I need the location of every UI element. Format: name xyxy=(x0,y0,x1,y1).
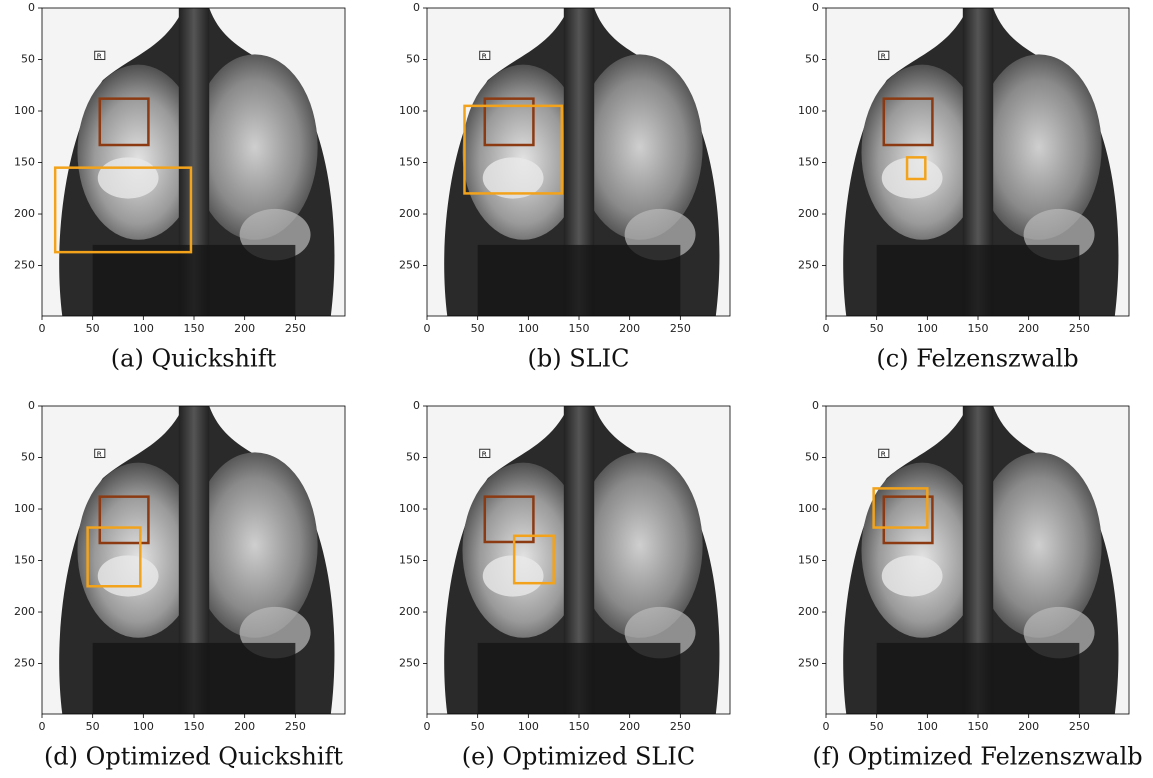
y-tick-label: 50 xyxy=(406,451,420,464)
y-tick-label: 100 xyxy=(399,104,420,117)
y-tick-label: 250 xyxy=(798,259,819,272)
x-tick-label: 50 xyxy=(86,322,100,335)
y-tick-label: 0 xyxy=(28,1,35,14)
y-tick-label: 100 xyxy=(399,502,420,515)
y-tick-label: 250 xyxy=(798,657,819,670)
x-tick-label: 250 xyxy=(285,720,306,733)
y-tick-label: 150 xyxy=(798,156,819,169)
y-tick-label: 100 xyxy=(798,502,819,515)
x-tick-label: 100 xyxy=(133,720,154,733)
y-tick-label: 0 xyxy=(413,399,420,412)
x-tick-label: 150 xyxy=(184,322,205,335)
y-tick-label: 250 xyxy=(399,657,420,670)
x-tick-label: 150 xyxy=(569,720,590,733)
panel: 0 50 100 150 200 250 0 50 100 150 200 250 (a) Quicks… xyxy=(14,1,345,373)
x-tick-label: 0 xyxy=(39,720,46,733)
x-tick-label: 50 xyxy=(86,720,100,733)
x-tick-label: 0 xyxy=(39,322,46,335)
panel: 0 50 100 150 200 250 0 50 100 150 200 250 (d) Optimi… xyxy=(14,399,345,771)
xray-image xyxy=(826,406,1129,714)
y-tick-label: 50 xyxy=(805,53,819,66)
x-tick-label: 200 xyxy=(234,322,255,335)
x-tick-label: 250 xyxy=(1069,322,1090,335)
x-tick-label: 100 xyxy=(518,720,539,733)
x-tick-label: 250 xyxy=(670,322,691,335)
x-tick-label: 0 xyxy=(424,322,431,335)
y-tick-label: 100 xyxy=(14,104,35,117)
x-tick-label: 250 xyxy=(1069,720,1090,733)
y-tick-label: 200 xyxy=(14,207,35,220)
x-tick-label: 0 xyxy=(823,322,830,335)
x-tick-label: 50 xyxy=(870,322,884,335)
x-tick-label: 50 xyxy=(471,720,485,733)
y-tick-label: 50 xyxy=(21,53,35,66)
x-tick-label: 250 xyxy=(285,322,306,335)
panel-caption: (c) Felzenszwalb xyxy=(876,345,1078,373)
y-tick-label: 0 xyxy=(812,1,819,14)
y-tick-label: 200 xyxy=(14,605,35,618)
xray-image xyxy=(427,406,730,714)
y-tick-label: 150 xyxy=(399,554,420,567)
x-tick-label: 150 xyxy=(968,322,989,335)
x-tick-label: 50 xyxy=(870,720,884,733)
y-tick-label: 150 xyxy=(14,156,35,169)
y-tick-label: 200 xyxy=(798,207,819,220)
xray-image xyxy=(427,8,730,316)
y-tick-label: 150 xyxy=(798,554,819,567)
panel: 0 50 100 150 200 250 0 50 100 150 200 250 (e) Optimi… xyxy=(399,399,730,771)
panel: 0 50 100 150 200 250 0 50 100 150 200 250 (b) SLIC xyxy=(399,1,730,373)
x-tick-label: 200 xyxy=(619,720,640,733)
y-tick-label: 200 xyxy=(798,605,819,618)
y-tick-label: 100 xyxy=(14,502,35,515)
x-tick-label: 100 xyxy=(133,322,154,335)
xray-image xyxy=(826,8,1129,316)
y-tick-label: 200 xyxy=(399,207,420,220)
x-tick-label: 150 xyxy=(968,720,989,733)
y-tick-label: 0 xyxy=(28,399,35,412)
x-tick-label: 0 xyxy=(424,720,431,733)
x-tick-label: 200 xyxy=(619,322,640,335)
y-tick-label: 250 xyxy=(399,259,420,272)
x-tick-label: 200 xyxy=(1018,720,1039,733)
x-tick-label: 100 xyxy=(917,322,938,335)
x-tick-label: 250 xyxy=(670,720,691,733)
y-tick-label: 250 xyxy=(14,657,35,670)
y-tick-label: 0 xyxy=(812,399,819,412)
x-tick-label: 50 xyxy=(471,322,485,335)
x-tick-label: 100 xyxy=(518,322,539,335)
y-tick-label: 150 xyxy=(14,554,35,567)
y-tick-label: 50 xyxy=(406,53,420,66)
x-tick-label: 200 xyxy=(1018,322,1039,335)
panel-caption: (e) Optimized SLIC xyxy=(462,743,695,771)
panel-caption: (b) SLIC xyxy=(528,345,630,373)
figure: R 050100150200250050100150200250(a) Quic… xyxy=(0,0,1153,778)
y-tick-label: 200 xyxy=(399,605,420,618)
xray-image xyxy=(42,8,345,316)
y-tick-label: 50 xyxy=(21,451,35,464)
y-tick-label: 50 xyxy=(805,451,819,464)
panel: 0 50 100 150 200 250 0 50 100 150 200 250 (f) Optimi… xyxy=(798,399,1143,771)
panel-caption: (a) Quickshift xyxy=(111,345,277,373)
panel-caption: (d) Optimized Quickshift xyxy=(44,743,343,771)
x-tick-label: 150 xyxy=(569,322,590,335)
x-tick-label: 200 xyxy=(234,720,255,733)
y-tick-label: 100 xyxy=(798,104,819,117)
x-tick-label: 100 xyxy=(917,720,938,733)
x-tick-label: 0 xyxy=(823,720,830,733)
y-tick-label: 0 xyxy=(413,1,420,14)
panel-caption: (f) Optimized Felzenszwalb xyxy=(812,743,1142,771)
y-tick-label: 150 xyxy=(399,156,420,169)
y-tick-label: 250 xyxy=(14,259,35,272)
x-tick-label: 150 xyxy=(184,720,205,733)
panel: 0 50 100 150 200 250 0 50 100 150 200 250 (c) Felzen… xyxy=(798,1,1129,373)
